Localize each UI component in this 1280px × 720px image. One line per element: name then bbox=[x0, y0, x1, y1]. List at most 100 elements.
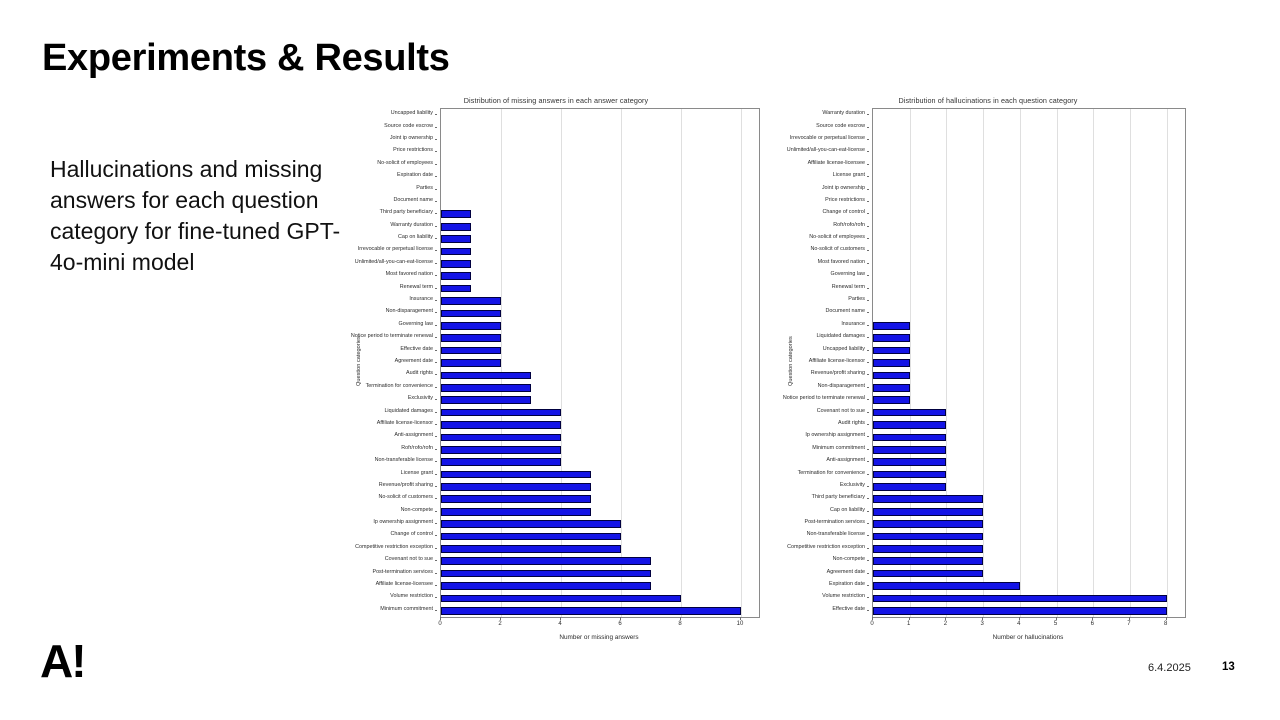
y-axis-tick-label: Most favored nation bbox=[385, 271, 433, 278]
bar bbox=[441, 396, 531, 404]
y-axis-tick-label: Unlimited/all-you-can-eat-license bbox=[786, 147, 865, 154]
y-axis-tick bbox=[867, 547, 869, 549]
bar bbox=[441, 421, 561, 429]
y-axis-tick bbox=[435, 485, 437, 487]
y-axis-tick-label: Price restrictions bbox=[393, 147, 433, 154]
y-axis-tick-label: Affiliate license-licensor bbox=[808, 358, 865, 364]
gridline bbox=[501, 109, 502, 617]
y-axis-tick bbox=[435, 560, 437, 562]
bar bbox=[873, 359, 910, 367]
gridline bbox=[946, 109, 948, 617]
y-axis-tick bbox=[867, 349, 869, 351]
y-axis-tick-label: Change of control bbox=[390, 531, 433, 538]
y-axis-tick bbox=[867, 560, 869, 562]
bar bbox=[873, 582, 1020, 590]
x-axis-tick-label: 7 bbox=[1127, 621, 1131, 627]
y-axis-tick-label: Uncapped liability bbox=[390, 110, 433, 117]
bar bbox=[441, 334, 501, 343]
bar bbox=[441, 557, 651, 566]
bar bbox=[873, 470, 947, 479]
y-axis-tick bbox=[435, 275, 437, 277]
y-axis-tick-label: Insurance bbox=[409, 296, 433, 303]
bar bbox=[873, 557, 984, 566]
y-axis-tick-label: Insurance bbox=[841, 320, 865, 327]
y-axis-tick-label: Renewal term bbox=[831, 283, 865, 290]
x-axis-tick-label: 3 bbox=[980, 621, 984, 627]
y-axis-tick bbox=[435, 337, 437, 339]
x-axis-tick bbox=[500, 617, 501, 620]
y-axis-tick bbox=[435, 498, 437, 500]
bar bbox=[441, 569, 651, 578]
y-axis-tick bbox=[435, 547, 437, 549]
y-axis-tick bbox=[435, 163, 437, 165]
y-axis-tick bbox=[435, 213, 437, 215]
y-axis-tick bbox=[867, 126, 869, 128]
bar bbox=[873, 445, 947, 454]
y-axis-tick bbox=[867, 523, 869, 525]
y-axis-tick-label: Post-termination services bbox=[372, 568, 433, 575]
bar bbox=[441, 408, 561, 417]
y-axis-tick bbox=[435, 238, 437, 240]
y-axis-tick bbox=[435, 411, 437, 413]
y-axis-tick-label: Rofr/rofo/rofn bbox=[401, 444, 433, 451]
x-axis-tick bbox=[1128, 617, 1130, 620]
body-text: Hallucinations and missing answers for e… bbox=[50, 156, 341, 276]
y-axis-tick-label: Warranty duration bbox=[822, 110, 865, 117]
y-axis-tick-label: Governing law bbox=[830, 271, 865, 278]
bar bbox=[873, 507, 984, 516]
y-axis-tick-label: Minimum commitment bbox=[380, 605, 433, 612]
y-axis-tick-label: Cap on liability bbox=[397, 234, 433, 241]
bar bbox=[441, 594, 681, 603]
bar bbox=[441, 545, 621, 553]
x-axis-tick-label: 5 bbox=[1053, 621, 1058, 627]
y-axis-tick bbox=[435, 114, 437, 116]
y-axis-tick bbox=[435, 188, 437, 190]
y-axis-tick-label: Anti-assignment bbox=[826, 457, 865, 464]
y-axis-tick bbox=[867, 473, 869, 475]
x-axis-title: Number or hallucinations bbox=[992, 634, 1064, 641]
y-axis-tick-label: Warranty duration bbox=[390, 221, 433, 228]
bar bbox=[873, 371, 910, 380]
chart-title-left: Distribution of missing answers in each … bbox=[463, 96, 649, 105]
y-axis-tick bbox=[867, 200, 869, 202]
bar bbox=[441, 222, 471, 231]
bar bbox=[441, 272, 471, 281]
y-axis-tick-label: Non-transferable license bbox=[806, 531, 865, 538]
x-axis-tick-label: 2 bbox=[498, 621, 502, 627]
bar bbox=[873, 606, 1167, 615]
chart-missing-answers: Distribution of missing answers in each … bbox=[350, 96, 762, 652]
bar bbox=[441, 260, 471, 268]
y-axis-tick-label: Revenue/profit sharing bbox=[810, 370, 865, 377]
y-axis-tick-label: Post-termination services bbox=[804, 519, 865, 526]
y-axis-tick bbox=[435, 126, 437, 128]
y-axis-tick-label: Expiration date bbox=[829, 581, 865, 588]
y-axis-tick bbox=[867, 312, 869, 314]
x-axis-tick-label: 0 bbox=[870, 621, 874, 627]
gridline bbox=[1056, 109, 1058, 617]
y-axis-tick-label: Joint ip ownership bbox=[389, 134, 433, 141]
y-axis-tick-label: Non-disparagement bbox=[385, 308, 433, 315]
y-axis-tick bbox=[867, 324, 869, 326]
y-axis-tick bbox=[867, 176, 869, 178]
y-axis-tick-label: Parties bbox=[848, 296, 865, 303]
bar bbox=[873, 421, 947, 429]
y-axis-tick bbox=[867, 448, 869, 450]
y-axis-tick bbox=[867, 262, 869, 264]
x-axis-tick bbox=[740, 617, 741, 620]
y-axis-tick-label: Most favored nation bbox=[817, 258, 865, 265]
y-axis-tick-label: Covenant not to sue bbox=[384, 556, 433, 563]
bar bbox=[873, 383, 910, 392]
y-axis-tick bbox=[435, 399, 437, 401]
y-axis-tick bbox=[435, 572, 437, 574]
y-axis-tick-label: Unlimited/all-you-can-eat-license bbox=[354, 258, 433, 265]
y-axis-tick bbox=[435, 225, 437, 227]
bar bbox=[873, 569, 984, 578]
y-axis-tick-label: Non-compete bbox=[400, 506, 433, 513]
y-axis-tick-label: Audit rights bbox=[406, 370, 433, 377]
bar bbox=[441, 470, 591, 479]
y-axis-tick bbox=[867, 238, 869, 240]
x-axis-tick bbox=[440, 617, 441, 620]
y-axis-tick-label: Parties bbox=[416, 184, 433, 191]
bar bbox=[873, 396, 910, 404]
y-axis-tick-label: License grant bbox=[400, 469, 433, 476]
